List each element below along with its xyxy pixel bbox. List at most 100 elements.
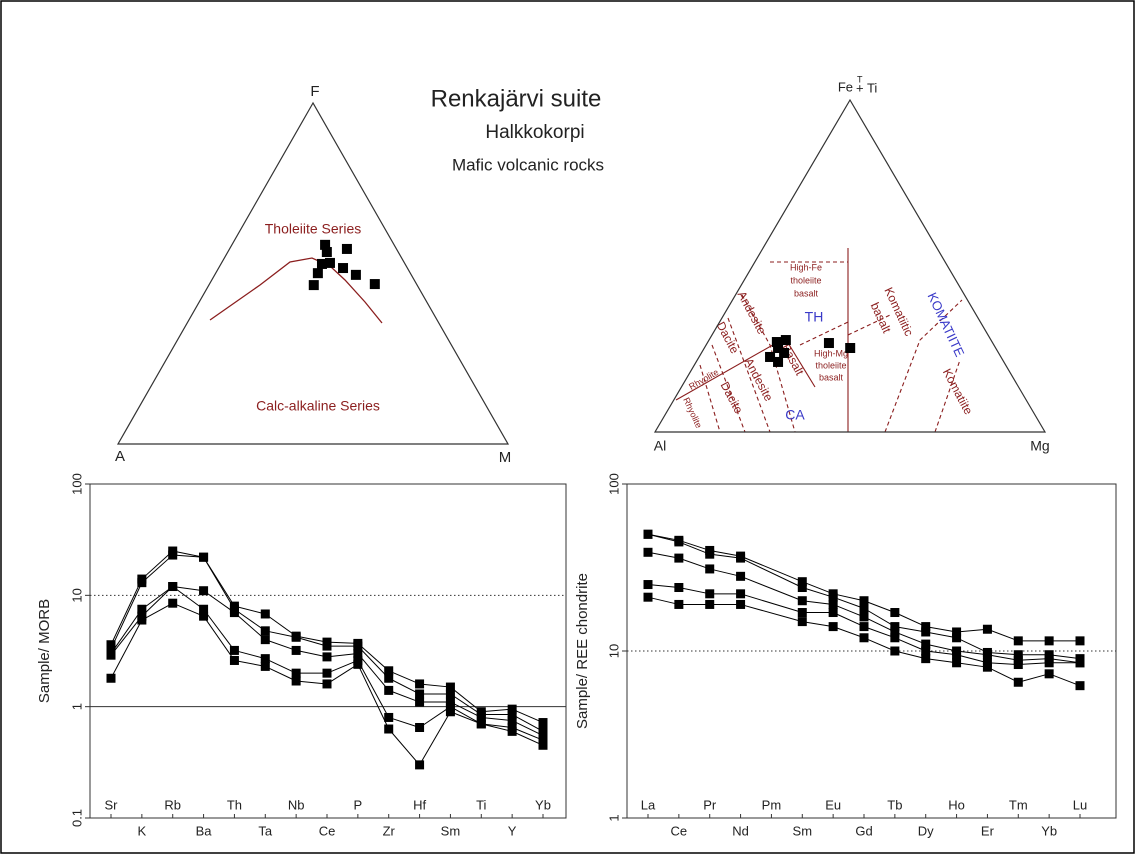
field-label: tholeiite bbox=[815, 360, 846, 370]
series-line bbox=[481, 723, 513, 732]
data-point bbox=[1075, 681, 1085, 691]
x-tick-label: Ti bbox=[476, 797, 486, 812]
series-line bbox=[802, 581, 834, 595]
data-point bbox=[771, 337, 782, 348]
field-label: Tholeiite Series bbox=[265, 221, 362, 237]
series-line bbox=[203, 608, 235, 651]
data-point bbox=[538, 731, 548, 741]
series-line bbox=[511, 730, 544, 746]
data-point bbox=[1044, 636, 1054, 646]
series-line bbox=[987, 628, 1019, 642]
data-point bbox=[674, 553, 684, 563]
series-line bbox=[264, 613, 297, 637]
series-line bbox=[863, 607, 896, 628]
data-point bbox=[384, 712, 394, 722]
x-tick-label: Y bbox=[508, 823, 517, 838]
series-line bbox=[110, 582, 143, 650]
data-point bbox=[1044, 669, 1054, 679]
series-line bbox=[234, 659, 266, 667]
series-line bbox=[450, 701, 482, 718]
series-line bbox=[1018, 662, 1050, 666]
x-tick-label: Ce bbox=[319, 823, 336, 838]
series-line bbox=[832, 603, 865, 618]
series-line bbox=[956, 654, 988, 664]
data-point bbox=[415, 760, 425, 770]
series-line bbox=[863, 626, 896, 639]
series-line bbox=[357, 645, 390, 679]
data-point bbox=[260, 661, 270, 671]
series-line bbox=[1048, 673, 1081, 687]
series-line bbox=[832, 626, 865, 639]
data-point bbox=[507, 710, 517, 720]
series-line bbox=[740, 603, 803, 623]
data-point bbox=[859, 596, 869, 606]
series-line bbox=[647, 596, 679, 605]
series-line bbox=[956, 628, 988, 633]
series-line bbox=[110, 608, 143, 654]
data-point bbox=[921, 639, 931, 649]
series-line bbox=[511, 714, 544, 732]
data-point bbox=[260, 635, 270, 645]
series-line bbox=[110, 615, 143, 656]
series-line bbox=[141, 586, 174, 617]
series-line bbox=[925, 658, 957, 664]
series-line bbox=[234, 612, 266, 641]
plot-frame bbox=[89, 483, 567, 819]
triangle bbox=[653, 98, 1047, 433]
data-point bbox=[415, 679, 425, 689]
x-tick-label: Yb bbox=[535, 797, 551, 812]
series-line bbox=[388, 689, 420, 703]
data-point bbox=[859, 603, 869, 613]
y-tick-label: 100 bbox=[69, 473, 84, 495]
series-line bbox=[647, 551, 679, 559]
data-point bbox=[445, 702, 455, 712]
series-line bbox=[956, 662, 988, 668]
data-point bbox=[445, 707, 455, 717]
series-line bbox=[894, 612, 926, 628]
data-point bbox=[168, 582, 178, 592]
series-line bbox=[956, 637, 988, 653]
series-line bbox=[326, 660, 359, 674]
data-point bbox=[890, 608, 900, 618]
series-line bbox=[203, 556, 235, 610]
x-tick-label: Ho bbox=[948, 797, 965, 812]
series-line bbox=[110, 578, 143, 645]
data-point bbox=[890, 622, 900, 632]
series-line bbox=[678, 557, 710, 570]
x-tick-label: Lu bbox=[1073, 797, 1087, 812]
series-line bbox=[709, 553, 741, 559]
series-line bbox=[956, 650, 988, 656]
series-line bbox=[863, 637, 896, 652]
field-label: Calc-alkaline Series bbox=[256, 398, 380, 414]
field-label: tholeiite bbox=[790, 275, 821, 285]
series-line bbox=[234, 605, 266, 615]
data-point bbox=[823, 338, 834, 349]
series-line bbox=[172, 550, 204, 558]
data-point bbox=[308, 280, 319, 291]
series-line bbox=[388, 728, 420, 766]
data-point bbox=[643, 592, 653, 602]
data-point bbox=[415, 722, 425, 732]
data-point bbox=[736, 553, 746, 563]
x-tick-label: Zr bbox=[383, 823, 396, 838]
data-point bbox=[260, 609, 270, 619]
data-point bbox=[384, 666, 394, 676]
series-line bbox=[802, 587, 834, 598]
data-point bbox=[338, 263, 349, 274]
y-tick-label: 10 bbox=[606, 644, 621, 658]
data-point bbox=[765, 351, 776, 362]
series-line bbox=[1049, 658, 1081, 664]
series-line bbox=[234, 608, 266, 632]
data-point bbox=[507, 726, 517, 736]
series-line bbox=[203, 615, 235, 661]
x-tick-label: Yb bbox=[1041, 823, 1057, 838]
data-point bbox=[797, 617, 807, 627]
x-tick-label: Pr bbox=[703, 797, 717, 812]
data-point bbox=[384, 724, 394, 734]
title: Renkajärvi suite bbox=[431, 85, 602, 112]
data-point bbox=[476, 712, 486, 722]
data-point bbox=[1013, 636, 1023, 646]
vertex-label: Fe bbox=[838, 79, 853, 94]
data-point bbox=[674, 583, 684, 593]
x-tick-label: Pm bbox=[762, 797, 782, 812]
